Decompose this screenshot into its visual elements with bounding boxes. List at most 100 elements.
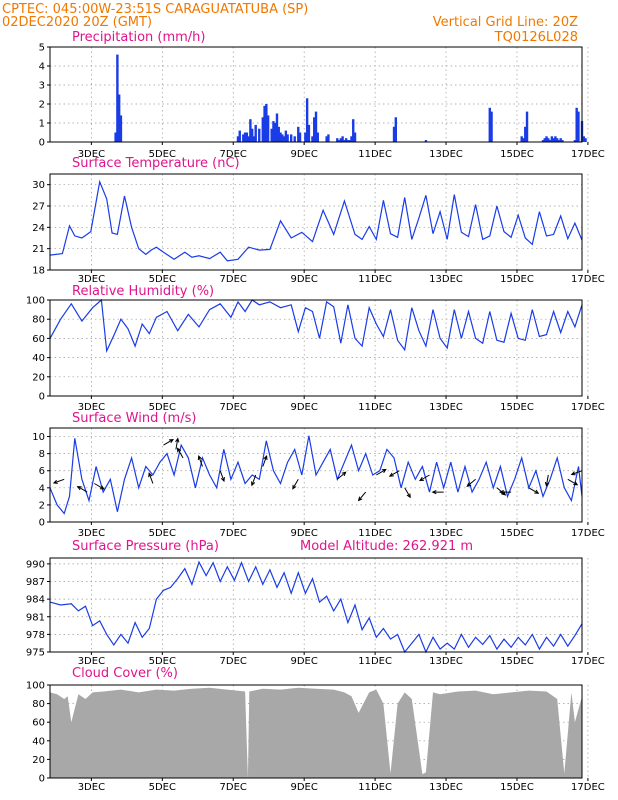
panel-frame — [49, 173, 583, 271]
precip-bar — [394, 117, 397, 142]
precip-bar — [336, 138, 339, 142]
precip-bar — [353, 132, 357, 142]
x-tick-label: 7DEC — [220, 402, 247, 413]
x-tick-label: 17DEC — [571, 528, 605, 539]
y-tick-label: 60 — [32, 718, 45, 729]
precip-bar — [352, 119, 355, 142]
y-tick-label: 40 — [32, 353, 45, 364]
precip-bar — [258, 128, 261, 142]
y-tick-label: 990 — [26, 559, 45, 570]
precip-bar — [279, 132, 282, 142]
x-tick-label: 11DEC — [358, 402, 392, 413]
panel-cloud-cover: 0 20 40 60 80 100 3DEC 5DEC 7DEC 9DEC 11DEC 13DEC 15… — [26, 666, 605, 793]
x-tick-label: 11DEC — [358, 528, 392, 539]
wind-arrow — [570, 470, 583, 476]
y-tick-label: 975 — [26, 648, 45, 659]
y-tick-label: 21 — [32, 244, 45, 255]
y-tick-label: 981 — [26, 612, 45, 623]
panel-temperature: 18 21 24 27 30 3DEC 5DEC 7DEC 9DEC 11DEC 13DEC 15DE… — [32, 156, 605, 285]
wind-arrow — [148, 472, 154, 484]
precip-bar — [254, 124, 257, 142]
wind-arrow — [176, 447, 184, 459]
x-tick-label: 11DEC — [358, 149, 392, 160]
y-tick-label: 1 — [39, 119, 45, 130]
precip-bar — [286, 134, 289, 142]
panel-precip: 0 1 2 3 4 5 3DEC 5DEC 7DEC 9DEC 11DEC 13DEC 15DEC 17D… — [39, 30, 605, 160]
precip-bar — [249, 119, 252, 142]
precip-bar — [298, 132, 302, 142]
precip-bar — [119, 115, 123, 142]
y-tick-label: 60 — [32, 334, 45, 345]
x-tick-label: 5DEC — [149, 149, 176, 160]
precip-bar — [325, 136, 328, 142]
pressure-line — [49, 560, 583, 654]
wind-arrow — [94, 483, 105, 490]
y-tick-label: 80 — [32, 699, 45, 710]
y-tick-label: 0 — [39, 518, 45, 529]
precip-bar — [543, 138, 546, 142]
y-tick-label: 27 — [32, 202, 45, 213]
precip-bar — [242, 134, 245, 142]
panel-title: Surface Temperature (nC) — [72, 156, 240, 171]
header-grid-note: Vertical Grid Line: 20Z — [433, 15, 578, 30]
wind-arrow — [544, 474, 550, 487]
precip-bar — [263, 105, 266, 142]
precip-bar — [341, 136, 344, 142]
precip-bar — [559, 138, 562, 142]
precip-bar — [274, 123, 277, 142]
y-tick-label: 4 — [39, 483, 45, 494]
x-tick-label: 3DEC — [78, 528, 105, 539]
y-tick-label: 80 — [32, 315, 45, 326]
wind-arrow — [175, 437, 180, 450]
x-tick-label: 11DEC — [358, 782, 392, 793]
x-tick-label: 15DEC — [500, 782, 534, 793]
precip-bar — [266, 115, 270, 142]
wind-arrow — [163, 439, 174, 446]
precip-bar — [346, 140, 350, 142]
wind-arrow — [197, 455, 203, 467]
precip-bar — [282, 136, 286, 142]
precip-bar — [545, 136, 548, 142]
precip-bar — [304, 132, 307, 142]
precip-bar — [243, 132, 247, 142]
panel-frame — [49, 557, 583, 653]
panel-title: Surface Wind (m/s) — [72, 411, 196, 426]
wind-arrow — [567, 478, 579, 486]
y-tick-label: 5 — [39, 43, 45, 54]
wind-arrow — [388, 470, 400, 477]
precip-bar — [350, 136, 353, 142]
panel-title: Cloud Cover (%) — [72, 666, 178, 681]
y-tick-label: 984 — [26, 595, 45, 606]
x-tick-label: 17DEC — [571, 656, 605, 667]
precip-bar — [584, 138, 587, 142]
panel-humidity: 0 20 40 60 80 100 3DEC 5DEC 7DEC 9DEC 11DEC 13DEC 15… — [26, 284, 605, 413]
x-tick-label: 11DEC — [358, 656, 392, 667]
x-tick-label: 13DEC — [429, 149, 463, 160]
panel-pressure: 975 978 981 984 987 990 3DEC 5DEC 7DEC 9DEC 11DEC 1… — [26, 539, 605, 667]
precip-bar — [277, 126, 280, 142]
x-tick-label: 7DEC — [220, 274, 247, 285]
humidity-line — [49, 298, 583, 354]
precip-bar — [541, 140, 545, 142]
x-tick-label: 9DEC — [290, 402, 317, 413]
y-tick-label: 6 — [39, 466, 45, 477]
x-tick-label: 5DEC — [149, 656, 176, 667]
wind-arrow — [498, 489, 512, 495]
precip-bar — [293, 136, 296, 142]
y-tick-label: 30 — [32, 180, 45, 191]
header-model-id: TQ0126L028 — [494, 30, 578, 45]
x-tick-label: 5DEC — [149, 274, 176, 285]
y-tick-label: 2 — [39, 500, 45, 511]
precip-bar — [270, 128, 273, 142]
panel-title: Relative Humidity (%) — [72, 284, 214, 299]
precip-bar — [247, 136, 250, 142]
panel-frame — [49, 46, 583, 143]
wind-arrow — [431, 489, 444, 495]
panel-frame — [49, 427, 583, 523]
precip-bar — [114, 132, 117, 142]
precip-bar — [550, 136, 554, 142]
y-tick-label: 18 — [32, 266, 45, 277]
precip-bar — [520, 136, 523, 142]
precip-bar — [327, 134, 330, 142]
x-tick-label: 13DEC — [429, 656, 463, 667]
